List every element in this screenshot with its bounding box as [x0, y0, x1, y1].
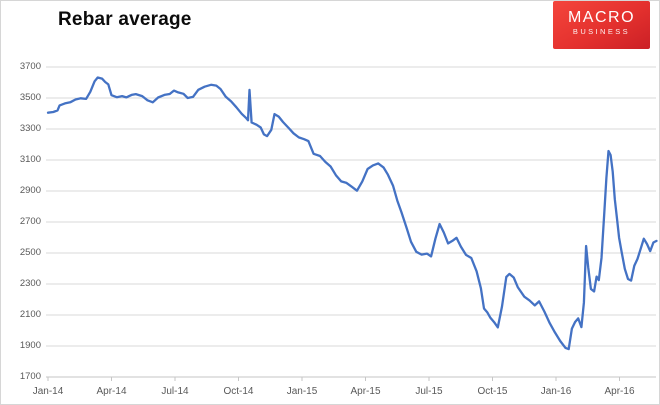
y-axis-label: 3700 — [19, 61, 41, 72]
x-axis-label: Jan-16 — [540, 386, 572, 397]
y-axis-label: 3500 — [19, 92, 41, 103]
y-axis-label: 1900 — [19, 340, 41, 351]
macrobusiness-logo: MACRO BUSINESS — [553, 1, 650, 49]
x-axis-label: Jan-15 — [286, 386, 318, 397]
x-axis-label: Oct-14 — [223, 386, 254, 397]
x-axis-label: Jul-14 — [161, 386, 189, 397]
y-axis-label: 2700 — [19, 216, 41, 227]
y-axis-label: 3300 — [19, 123, 41, 134]
y-axis-label: 2100 — [19, 309, 41, 320]
chart-title: Rebar average — [58, 9, 192, 30]
y-axis-label: 2900 — [19, 185, 41, 196]
x-axis-label: Oct-15 — [477, 386, 508, 397]
rebar-price-series-line — [46, 76, 658, 351]
logo-text-business: BUSINESS — [572, 27, 631, 36]
y-axis-label: 2300 — [19, 278, 41, 289]
x-axis-label: Jul-15 — [415, 386, 443, 397]
x-axis-label: Apr-15 — [350, 386, 381, 397]
x-axis-label: Apr-16 — [604, 386, 635, 397]
y-axis-label: 1700 — [19, 371, 41, 382]
logo-text-macro: MACRO — [567, 9, 636, 26]
x-axis-label: Jan-14 — [32, 386, 64, 397]
y-axis-label: 2500 — [19, 247, 41, 258]
y-axis-label: 3100 — [19, 154, 41, 165]
x-axis-label: Apr-14 — [96, 386, 127, 397]
